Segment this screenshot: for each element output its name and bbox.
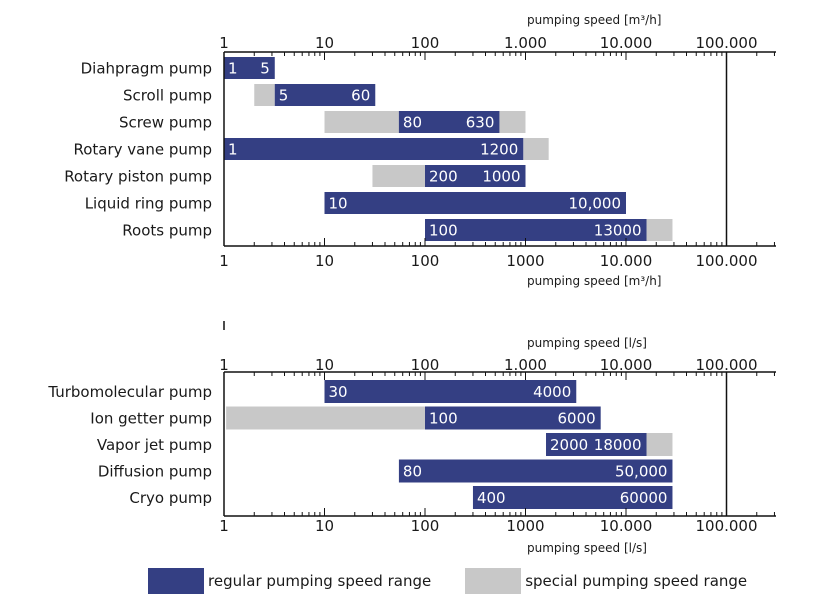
upper-high-label-liquid-ring-pump: 10,000 <box>569 195 622 213</box>
upper-pump-name-roots-pump: Roots pump <box>122 222 212 240</box>
lower-high-label-ion-getter-pump: 6000 <box>558 410 596 428</box>
legend-regular-label: regular pumping speed range <box>208 572 432 590</box>
upper-bottom-tick-label: 1000 <box>506 252 544 270</box>
lower-top-tick-label: 100 <box>411 356 440 374</box>
lower-pump-name-diffusion-pump: Diffusion pump <box>98 463 212 481</box>
lower-high-label-diffusion-pump: 50,000 <box>615 463 668 481</box>
lower-high-label-vapor-jet-pump: 18000 <box>594 436 642 454</box>
upper-regular-bar-roots-pump <box>425 219 647 241</box>
lower-bottom-tick-label: 10.000 <box>600 517 653 535</box>
lower-pump-name-turbomolecular-pump: Turbomolecular pump <box>47 383 212 401</box>
upper-top-tick-label: 10.000 <box>600 34 653 52</box>
upper-special-bar-scroll-pump <box>254 84 275 106</box>
lower-special-bar-vapor-jet-pump <box>646 433 673 456</box>
upper-regular-bar-screw-pump <box>398 111 500 133</box>
upper-top-tick-label: 1 <box>219 34 229 52</box>
upper-pump-name-liquid-ring-pump: Liquid ring pump <box>85 195 212 213</box>
lower-top-tick-label: 1 <box>219 356 229 374</box>
upper-low-label-screw-pump: 80 <box>403 114 422 132</box>
upper-high-label-rotary-vane-pump: 1200 <box>480 141 518 159</box>
lower-top-tick-label: 100.000 <box>695 356 757 374</box>
upper-pump-name-screw-pump: Screw pump <box>119 114 212 132</box>
lower-regular-bar-cryo-pump <box>472 486 673 509</box>
lower-bottom-tick-label: 1 <box>219 517 229 535</box>
upper-high-label-roots-pump: 13000 <box>594 222 642 240</box>
lower-bottom-tick-label: 100 <box>411 517 440 535</box>
upper-regular-bar-diahpragm-pump <box>224 57 275 79</box>
upper-low-label-roots-pump: 100 <box>429 222 458 240</box>
upper-low-label-rotary-vane-pump: 1 <box>228 141 238 159</box>
upper-pump-name-rotary-piston-pump: Rotary piston pump <box>64 168 212 186</box>
upper-regular-bar-rotary-piston-pump <box>425 165 526 187</box>
lower-low-label-cryo-pump: 400 <box>477 489 506 507</box>
lower-low-label-vapor-jet-pump: 2000 <box>550 436 588 454</box>
lower-regular-bar-turbomolecular-pump <box>324 380 577 403</box>
legend-regular-swatch <box>148 568 204 594</box>
upper-low-label-rotary-piston-pump: 200 <box>429 168 458 186</box>
pumping-speed-chart: 1 5 Diahpragm pump 5 60 Scroll pump 80 630 Screw… <box>47 13 776 555</box>
upper-pump-name-rotary-vane-pump: Rotary vane pump <box>73 141 212 159</box>
upper-pump-name-scroll-pump: Scroll pump <box>123 87 212 105</box>
upper-low-label-liquid-ring-pump: 10 <box>329 195 348 213</box>
lower-pump-name-ion-getter-pump: Ion getter pump <box>90 410 212 428</box>
upper-regular-bar-rotary-vane-pump <box>224 138 524 160</box>
upper-top-tick-label: 100 <box>411 34 440 52</box>
upper-top-tick-label: 100.000 <box>695 34 757 52</box>
upper-bottom-tick-label: 100.000 <box>695 252 757 270</box>
lower-pump-name-vapor-jet-pump: Vapor jet pump <box>97 436 212 454</box>
lower-regular-bar-diffusion-pump <box>398 459 673 483</box>
lower-special-bar-ion-getter-pump <box>226 406 425 430</box>
lower-bottom-axis-title: pumping speed [l/s] <box>527 541 647 555</box>
lower-top-axis-title: pumping speed [l/s] <box>527 336 647 350</box>
legend-special-label: special pumping speed range <box>525 572 748 590</box>
lower-bottom-tick-label: 1000 <box>506 517 544 535</box>
lower-high-label-cryo-pump: 60000 <box>620 489 668 507</box>
lower-high-label-turbomolecular-pump: 4000 <box>533 383 571 401</box>
upper-special-bar-rotary-piston-pump <box>372 165 425 187</box>
upper-top-axis-title: pumping speed [m³/h] <box>527 13 661 27</box>
upper-bottom-tick-label: 10.000 <box>600 252 653 270</box>
lower-low-label-turbomolecular-pump: 30 <box>329 383 348 401</box>
upper-special-bar-roots-pump <box>646 219 673 241</box>
lower-top-tick-label: 10 <box>315 356 334 374</box>
upper-low-label-scroll-pump: 5 <box>279 87 289 105</box>
upper-pump-name-diahpragm-pump: Diahpragm pump <box>81 60 212 78</box>
upper-bottom-axis-title: pumping speed [m³/h] <box>527 274 661 288</box>
lower-bottom-tick-label: 10 <box>315 517 334 535</box>
upper-bottom-tick-label: 1 <box>219 252 229 270</box>
upper-high-label-diahpragm-pump: 5 <box>260 60 270 78</box>
lower-low-label-diffusion-pump: 80 <box>403 463 422 481</box>
upper-top-tick-label: 10 <box>315 34 334 52</box>
upper-regular-bar-scroll-pump <box>274 84 376 106</box>
legend-special-swatch <box>465 568 522 594</box>
upper-high-label-scroll-pump: 60 <box>351 87 370 105</box>
lower-bottom-tick-label: 100.000 <box>695 517 757 535</box>
upper-top-tick-label: 1.000 <box>504 34 547 52</box>
upper-regular-bar-liquid-ring-pump <box>324 192 626 214</box>
lower-regular-bar-vapor-jet-pump <box>546 433 647 456</box>
lower-top-tick-label: 10.000 <box>600 356 653 374</box>
lower-regular-bar-ion-getter-pump <box>425 406 601 430</box>
lower-pump-name-cryo-pump: Cryo pump <box>129 489 212 507</box>
upper-high-label-rotary-piston-pump: 1000 <box>482 168 520 186</box>
upper-low-label-diahpragm-pump: 1 <box>228 60 238 78</box>
upper-special-bar-rotary-vane-pump <box>523 138 549 160</box>
lower-top-tick-label: 1.000 <box>504 356 547 374</box>
upper-bottom-tick-label: 100 <box>411 252 440 270</box>
upper-high-label-screw-pump: 630 <box>466 114 495 132</box>
legend: regular pumping speed range special pump… <box>148 568 781 594</box>
lower-low-label-ion-getter-pump: 100 <box>429 410 458 428</box>
upper-bottom-tick-label: 10 <box>315 252 334 270</box>
